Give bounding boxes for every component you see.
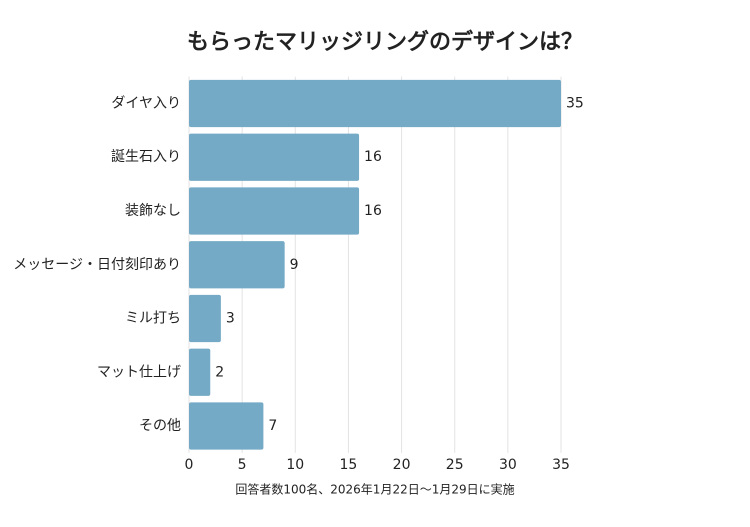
x-tick-label: 5	[238, 457, 247, 473]
value-label: 35	[566, 95, 584, 111]
value-label: 9	[290, 257, 299, 273]
x-tick-label: 15	[340, 457, 358, 473]
bar	[189, 241, 285, 289]
y-tick-label: ダイヤ入り	[111, 95, 181, 111]
y-tick-label: 装飾なし	[125, 203, 181, 219]
x-axis-label: 回答者数100名、2026年1月22日〜1月29日に実施	[235, 482, 514, 497]
value-label: 16	[364, 149, 382, 165]
x-tick-label: 35	[552, 457, 570, 473]
x-tick-label: 30	[499, 457, 517, 473]
bar	[189, 187, 360, 235]
bar	[189, 133, 360, 181]
x-tick-label: 20	[393, 457, 411, 473]
value-label: 16	[364, 203, 382, 219]
value-label: 7	[268, 418, 277, 434]
x-tick-label: 10	[286, 457, 304, 473]
y-tick-label: ミル打ち	[125, 310, 181, 327]
y-tick-label: メッセージ・日付刻印あり	[13, 257, 181, 273]
y-tick-label: マット仕上げ	[97, 364, 181, 380]
x-tick-label: 25	[446, 457, 464, 473]
bar	[189, 79, 561, 128]
bar	[189, 402, 264, 450]
bar	[189, 348, 211, 396]
y-tick-label: その他	[139, 418, 181, 434]
x-tick-label: 0	[185, 457, 194, 473]
chart-title: もらったマリッジリングのデザインは？	[187, 29, 583, 55]
value-label: 3	[226, 311, 235, 327]
value-label: 2	[215, 364, 224, 380]
bar	[189, 294, 221, 343]
y-tick-label: 誕生石入り	[111, 149, 181, 165]
